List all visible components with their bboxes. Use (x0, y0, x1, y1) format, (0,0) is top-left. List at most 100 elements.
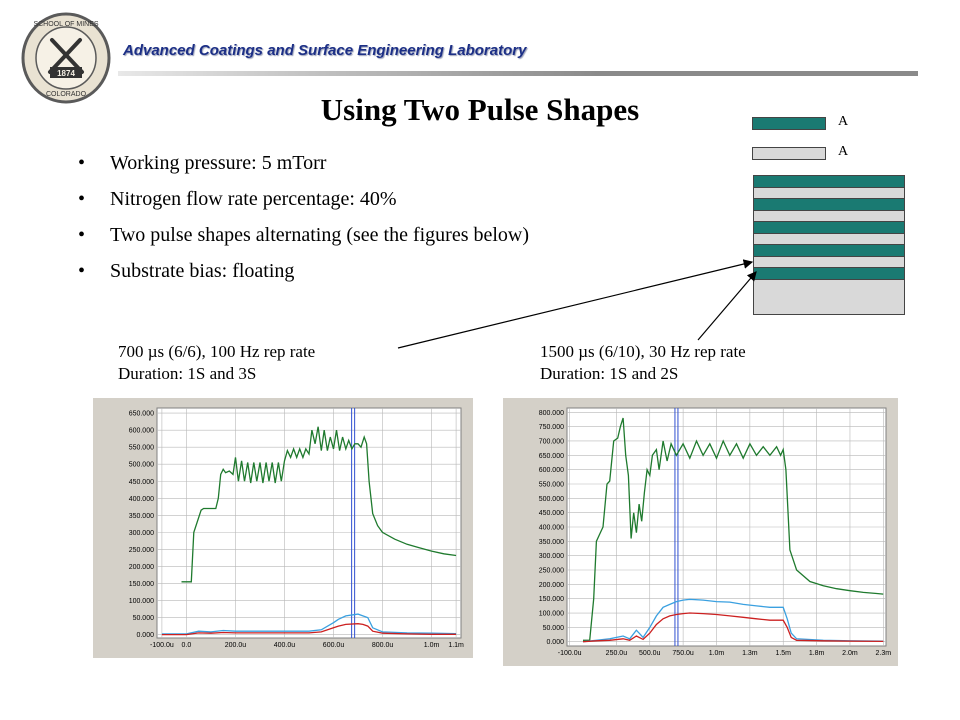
lab-name: Advanced Coatings and Surface Engineerin… (123, 42, 527, 59)
slide-title: Using Two Pulse Shapes (320, 92, 640, 127)
y-tick-label: 600.000 (129, 428, 154, 435)
x-tick-label: 1.3m (742, 650, 758, 657)
layer-a (754, 245, 904, 257)
y-tick-label: 0.000 (546, 639, 564, 646)
y-tick-label: 600.000 (539, 467, 564, 474)
y-tick-label: 100.000 (129, 598, 154, 605)
x-tick-label: 1.0m (709, 650, 725, 657)
y-tick-label: 400.000 (539, 525, 564, 532)
layer-legend-b (752, 147, 826, 160)
plot-area (156, 407, 462, 639)
x-tick-label: 0.0 (182, 642, 192, 649)
layer-b (754, 211, 904, 222)
y-tick-label: 400.000 (129, 496, 154, 503)
y-tick-label: 750.000 (539, 424, 564, 431)
y-tick-label: 300.000 (539, 553, 564, 560)
bullet-item: • Two pulse shapes alternating (see the f… (78, 224, 529, 260)
logo-year: 1874 (57, 69, 75, 78)
series-line-2 (161, 623, 457, 636)
y-tick-label: 200.000 (129, 564, 154, 571)
bullet-dot-icon: • (78, 224, 86, 246)
x-tick-label: -100.0u (558, 650, 582, 657)
y-tick-label: 550.000 (129, 445, 154, 452)
series-line-2 (582, 612, 884, 643)
right-caption: 1500 µs (6/10), 30 Hz rep rate Duration:… (540, 341, 746, 385)
left-caption: 700 µs (6/6), 100 Hz rep rate Duration: … (118, 341, 315, 385)
logo-top-text: SCHOOL OF MINES (33, 21, 98, 28)
y-tick-label: 450.000 (129, 479, 154, 486)
bullet-item: • Working pressure: 5 mTorr (78, 152, 529, 188)
y-tick-label: 500.000 (539, 496, 564, 503)
x-tick-label: 1.5m (775, 650, 791, 657)
y-tick-label: 550.000 (539, 481, 564, 488)
x-tick-label: 1.1m (448, 642, 464, 649)
y-tick-label: 800.000 (539, 410, 564, 417)
crossed-hammer-pick-icon (48, 38, 84, 74)
layer-a (754, 222, 904, 234)
y-tick-label: 250.000 (129, 547, 154, 554)
left-pulse-chart: 650.000 600.000 550.000 500.000 450.000 400.0… (129, 407, 464, 649)
bullet-dot-icon: • (78, 188, 86, 210)
header-rule (118, 71, 918, 76)
y-tick-label: 100.000 (539, 611, 564, 618)
y-tick-label: 450.000 (539, 510, 564, 517)
layer-b (754, 257, 904, 268)
x-tick-label: 1.0m (424, 642, 440, 649)
layer-legend-b-label: A (838, 144, 849, 159)
layer-a (754, 199, 904, 211)
y-tick-label: 50.000 (543, 625, 565, 632)
y-tick-label: 650.000 (539, 453, 564, 460)
y-tick-label: 50.000 (133, 615, 155, 622)
y-tick-label: 300.000 (129, 530, 154, 537)
x-tick-label: 400.0u (274, 642, 296, 649)
x-tick-label: 750.0u (672, 650, 694, 657)
x-tick-label: 600.0u (323, 642, 345, 649)
bullet-dot-icon: • (78, 152, 86, 174)
x-tick-label: 1.8m (809, 650, 825, 657)
right-pulse-plot: 800.000 750.000 700.000 650.000 600.000 550.0… (503, 398, 898, 666)
logo-bottom-text: COLORADO (46, 91, 87, 98)
y-tick-label: 700.000 (539, 438, 564, 445)
x-tick-label: 200.0u (225, 642, 247, 649)
bullet-item: • Nitrogen flow rate percentage: 40% (78, 188, 529, 224)
arrow-left (397, 259, 754, 349)
bullet-item: • Substrate bias: floating (78, 260, 529, 296)
left-pulse-plot: 650.000 600.000 550.000 500.000 450.000 400.0… (93, 398, 473, 658)
series-line-0 (181, 426, 457, 583)
y-tick-label: 350.000 (129, 513, 154, 520)
y-tick-label: 500.000 (129, 462, 154, 469)
y-tick-label: 200.000 (539, 582, 564, 589)
layer-legend-a (752, 117, 826, 130)
y-tick-label: 350.000 (539, 539, 564, 546)
bullet-dot-icon: • (78, 260, 86, 282)
y-tick-label: 150.000 (539, 596, 564, 603)
school-logo: 1874 SCHOOL OF MINES COLORADO (20, 12, 112, 104)
right-caption-line1: 1500 µs (6/10), 30 Hz rep rate (540, 342, 746, 361)
right-caption-line2: Duration: 1S and 2S (540, 364, 679, 383)
y-tick-label: 0.000 (136, 632, 154, 639)
x-tick-label: 2.3m (876, 650, 892, 657)
right-pulse-chart: 800.000 750.000 700.000 650.000 600.000 550.0… (539, 407, 892, 657)
series-line-0 (583, 417, 884, 641)
x-tick-label: 800.0u (372, 642, 394, 649)
layer-a (754, 268, 904, 280)
layer-b (754, 234, 904, 245)
x-tick-label: 2.0m (842, 650, 858, 657)
y-tick-label: 150.000 (129, 581, 154, 588)
bullet-list: • Working pressure: 5 mTorr • Nitrogen flo… (78, 152, 529, 296)
y-tick-label: 650.000 (129, 411, 154, 418)
series-line-1 (161, 613, 457, 635)
layer-a (754, 176, 904, 188)
y-tick-label: 250.000 (539, 568, 564, 575)
x-tick-label: 500.0u (639, 650, 661, 657)
x-tick-label: 250.0u (606, 650, 628, 657)
x-tick-label: -100.0u (150, 642, 174, 649)
layer-legend-a-label: A (838, 114, 849, 129)
layer-b (754, 188, 904, 199)
arrow-right (697, 271, 757, 341)
series-line-1 (582, 598, 884, 643)
left-caption-line2: Duration: 1S and 3S (118, 364, 257, 383)
layer-stack (753, 175, 905, 315)
left-caption-line1: 700 µs (6/6), 100 Hz rep rate (118, 342, 316, 361)
